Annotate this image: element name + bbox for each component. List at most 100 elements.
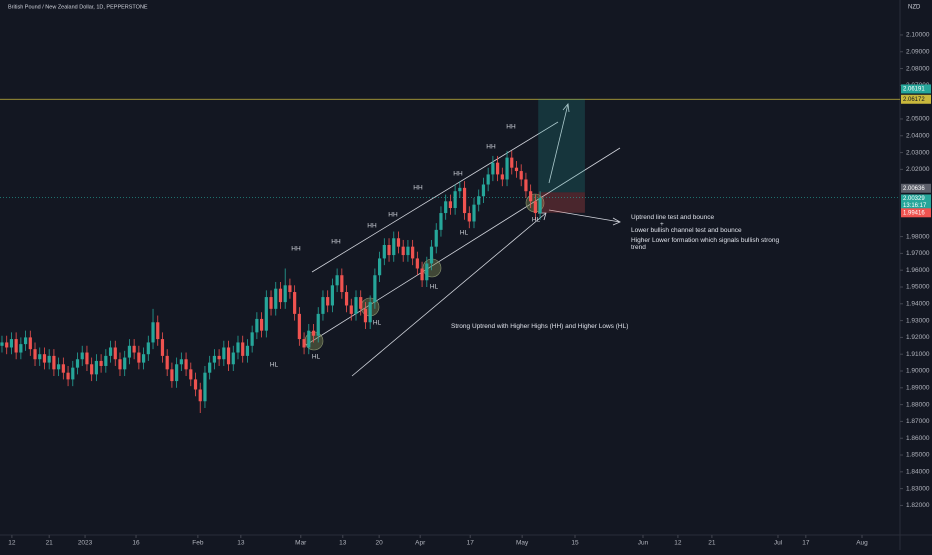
- arrow-head: [612, 217, 621, 226]
- chart-title: British Pound / New Zealand Dollar, 1D, …: [8, 4, 148, 10]
- candle-body: [377, 258, 382, 276]
- candle-body: [448, 201, 453, 209]
- channel-lower: [305, 147, 621, 346]
- candle-body: [9, 339, 14, 348]
- candle-body: [458, 187, 462, 192]
- y-tick-label: 1.90000: [906, 368, 930, 375]
- candle-body: [118, 359, 122, 370]
- candle-body: [340, 275, 344, 293]
- candle-body: [297, 313, 301, 340]
- x-tick-label: 2023: [78, 540, 93, 547]
- candle-body: [19, 344, 23, 353]
- candle-body: [477, 196, 481, 205]
- x-tick-label: Feb: [192, 540, 204, 547]
- x-tick-label: 16: [132, 540, 140, 547]
- candle-body: [108, 347, 113, 356]
- candle-body: [538, 197, 542, 214]
- currency-label: NZD: [908, 5, 921, 11]
- candle-body: [217, 355, 221, 360]
- candle-body: [415, 258, 419, 269]
- hh-label: HH: [291, 246, 301, 253]
- arrow-head: [562, 103, 570, 113]
- last-price-label: 2.00329: [903, 196, 925, 202]
- line-badge-label: 2.06172: [903, 97, 925, 103]
- x-tick-label: Jul: [774, 540, 783, 547]
- candle-body: [481, 184, 486, 197]
- candle-body: [349, 305, 353, 314]
- hl-label: HL: [430, 284, 439, 291]
- candle-body: [66, 372, 70, 380]
- hh-label: HH: [388, 212, 398, 219]
- candle-body: [184, 359, 188, 370]
- x-tick-label: 13: [339, 540, 347, 547]
- candle-body: [208, 362, 212, 373]
- candle-body: [467, 213, 471, 222]
- candle-body: [363, 308, 368, 323]
- candle-body: [519, 171, 523, 180]
- y-tick-label: 1.96000: [906, 267, 930, 274]
- channel-upper: [311, 121, 559, 273]
- y-tick-label: 2.09000: [906, 48, 930, 55]
- loss-zone: [538, 192, 585, 213]
- candle-body: [387, 244, 391, 256]
- target-arrow: [548, 103, 569, 184]
- hh-label: HH: [331, 239, 341, 246]
- candle-body: [47, 355, 51, 363]
- candle-body: [316, 313, 320, 336]
- y-tick-label: 1.92000: [906, 334, 930, 341]
- x-tick-label: May: [516, 540, 529, 547]
- candle-body: [189, 369, 193, 380]
- y-tick-label: 2.02000: [906, 166, 930, 173]
- candle-body: [61, 364, 65, 373]
- annotation: Uptrend line test and bounce: [631, 214, 715, 221]
- x-tick-label: 17: [802, 540, 810, 547]
- candle-body: [288, 285, 292, 293]
- candle-body: [434, 229, 438, 247]
- annotation: +: [660, 221, 664, 228]
- candle-body: [453, 191, 457, 209]
- candle-body: [392, 238, 396, 256]
- candle-body: [500, 174, 504, 180]
- y-tick-label: 2.03000: [906, 149, 930, 156]
- x-tick-label: 17: [467, 540, 475, 547]
- candle-body: [278, 288, 283, 303]
- candle-body: [156, 322, 160, 340]
- candle-body: [113, 347, 117, 360]
- candle-body: [368, 302, 372, 323]
- line-badge: [901, 94, 931, 104]
- candle-body: [75, 359, 80, 368]
- candle-body: [170, 369, 174, 382]
- candle-body: [236, 342, 240, 353]
- candle-body: [212, 355, 216, 363]
- candle-body: [344, 292, 349, 306]
- candle-body: [42, 354, 47, 363]
- hh-label: HH: [413, 185, 423, 192]
- candle-body: [274, 288, 278, 309]
- entry-badge: [901, 183, 931, 193]
- candle-body: [203, 372, 207, 402]
- x-tick-label: Aug: [856, 540, 868, 547]
- candle-body: [94, 360, 98, 375]
- candle-body: [255, 318, 259, 333]
- candle-body: [71, 367, 75, 380]
- candle-body: [222, 347, 226, 360]
- y-tick-label: 2.05000: [906, 116, 930, 123]
- annotation: Lower bullish channel test and bounce: [631, 227, 742, 234]
- hl-label: HL: [460, 230, 469, 237]
- candle-body: [373, 275, 377, 303]
- candle-body: [241, 342, 245, 356]
- candle-body: [491, 162, 495, 175]
- candle-body: [146, 342, 150, 355]
- candle-body: [104, 355, 108, 366]
- candle-body: [57, 364, 61, 370]
- y-tick-label: 1.84000: [906, 469, 930, 476]
- candle-body: [429, 246, 434, 264]
- y-tick-label: 1.83000: [906, 485, 930, 492]
- candle-body: [14, 339, 18, 353]
- candle-body: [335, 275, 339, 286]
- candle-body: [444, 201, 448, 214]
- stop-badge: [901, 208, 931, 218]
- candle-body: [311, 330, 316, 336]
- candle-body: [354, 297, 358, 314]
